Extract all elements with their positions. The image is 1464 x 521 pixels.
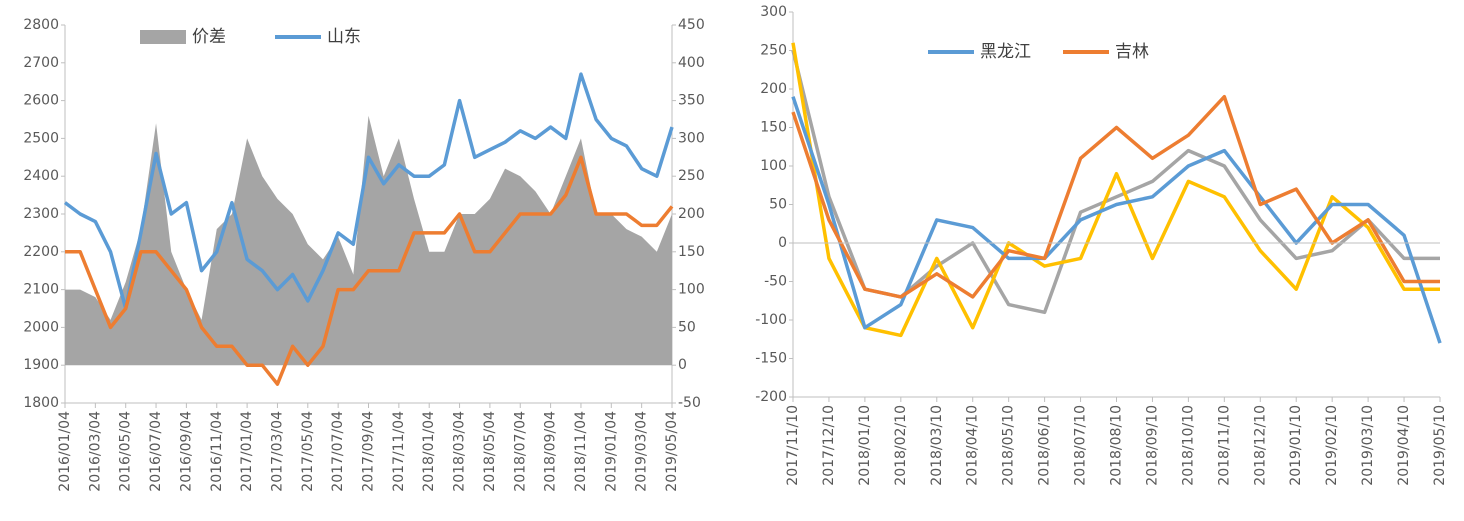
- x-tick-label: 2019/01/10: [1288, 405, 1304, 486]
- y2-tick-label: 400: [678, 55, 705, 71]
- legend-swatch: [140, 30, 186, 44]
- y-tick-label: 200: [760, 81, 787, 97]
- x-tick-label: 2018/01/04: [421, 411, 437, 492]
- x-tick-label: 2018/11/04: [573, 411, 589, 492]
- y-tick-label: 300: [760, 4, 787, 20]
- legend: 黑龙江 吉林: [928, 42, 1149, 62]
- area: [65, 115, 672, 366]
- x-tick-label: 2019/05/10: [1432, 405, 1448, 486]
- x-tick-label: 2017/01/04: [239, 411, 255, 492]
- y2-tick-label: 50: [678, 319, 696, 335]
- x-tick-label: 2017/12/10: [821, 405, 837, 486]
- x-tick-label: 2016/03/04: [87, 411, 103, 492]
- legend-label: 山东: [327, 27, 361, 47]
- y2-tick-label: 250: [678, 168, 705, 184]
- legend-label: 吉林: [1115, 42, 1149, 62]
- y-tick-label: 2000: [23, 319, 59, 335]
- line: [65, 155, 674, 386]
- x-tick-label: 2018/12/10: [1252, 405, 1268, 486]
- x-tick-label: 2019/03/04: [634, 411, 650, 492]
- y2-tick-label: 100: [678, 282, 705, 298]
- x-tick-label: 2019/02/10: [1324, 405, 1340, 486]
- y2-tick-label: 450: [678, 17, 705, 33]
- y2-tick-label: 200: [678, 206, 705, 222]
- x-tick-label: 2018/04/10: [965, 405, 981, 486]
- y-tick-label: -100: [755, 312, 787, 328]
- x-tick-label: 2018/01/10: [857, 405, 873, 486]
- x-tick-label: 2019/01/04: [603, 411, 619, 492]
- y-tick-label: 2100: [23, 282, 59, 298]
- y-tick-label: 2200: [23, 244, 59, 260]
- x-tick-label: 2016/05/04: [118, 411, 134, 492]
- x-tick-label: 2019/03/10: [1360, 405, 1376, 486]
- x-tick-label: 2016/09/04: [178, 411, 194, 492]
- x-tick-label: 2018/11/10: [1216, 405, 1232, 486]
- x-tick-label: 2019/05/04: [664, 411, 680, 492]
- x-tick-label: 2018/02/10: [893, 405, 909, 486]
- y-tick-label: 100: [760, 158, 787, 174]
- x-tick-label: 2018/07/04: [512, 411, 528, 492]
- y-tick-label: 1900: [23, 357, 59, 373]
- x-tick-label: 2018/10/10: [1180, 405, 1196, 486]
- y-tick-label: 2300: [23, 206, 59, 222]
- y-tick-label: -200: [755, 389, 787, 405]
- y2-tick-label: 0: [678, 357, 687, 373]
- y-tick-label: -50: [764, 274, 787, 290]
- x-tick-label: 2018/07/10: [1073, 405, 1089, 486]
- x-tick-label: 2016/07/04: [148, 411, 164, 492]
- x-tick-label: 2017/05/04: [300, 411, 316, 492]
- legend-label: 黑龙江: [980, 42, 1031, 62]
- x-tick-label: 2018/05/04: [482, 411, 498, 492]
- x-tick-label: 2018/09/04: [543, 411, 559, 492]
- y-tick-label: 250: [760, 43, 787, 59]
- y-tick-label: 150: [760, 120, 787, 136]
- line: [791, 96, 1442, 344]
- x-tick-label: 2018/09/10: [1144, 405, 1160, 486]
- x-tick-label: 2018/06/10: [1037, 405, 1053, 486]
- y-tick-label: 2800: [23, 17, 59, 33]
- y2-tick-label: -50: [678, 395, 701, 411]
- x-tick-label: 2018/05/10: [1001, 405, 1017, 486]
- x-tick-label: 2017/07/04: [330, 411, 346, 492]
- y-tick-label: -150: [755, 351, 787, 367]
- y-tick-label: 2700: [23, 55, 59, 71]
- y2-tick-label: 350: [678, 93, 705, 109]
- y-tick-label: 1800: [23, 395, 59, 411]
- legend-label: 价差: [192, 27, 226, 47]
- x-tick-label: 2016/11/04: [209, 411, 225, 492]
- y-tick-label: 2500: [23, 130, 59, 146]
- y-tick-label: 2600: [23, 93, 59, 109]
- y-tick-label: 50: [769, 197, 787, 213]
- x-tick-label: 2017/09/04: [361, 411, 377, 492]
- line: [63, 72, 674, 311]
- line: [791, 42, 1440, 338]
- x-tick-label: 2019/04/10: [1396, 405, 1412, 486]
- x-tick-label: 2017/03/04: [269, 411, 285, 492]
- y2-tick-label: 300: [678, 130, 705, 146]
- x-tick-label: 2017/11/04: [391, 411, 407, 492]
- x-tick-label: 2017/11/10: [785, 405, 801, 486]
- legend: 价差 山东: [140, 27, 361, 47]
- y2-tick-label: 150: [678, 244, 705, 260]
- x-tick-label: 2018/03/04: [452, 411, 468, 492]
- y-tick-label: 0: [778, 235, 787, 251]
- x-tick-label: 2018/08/10: [1109, 405, 1125, 486]
- y-tick-label: 2400: [23, 168, 59, 184]
- x-tick-label: 2016/01/04: [57, 411, 73, 492]
- x-tick-label: 2018/03/10: [929, 405, 945, 486]
- line: [791, 50, 1440, 315]
